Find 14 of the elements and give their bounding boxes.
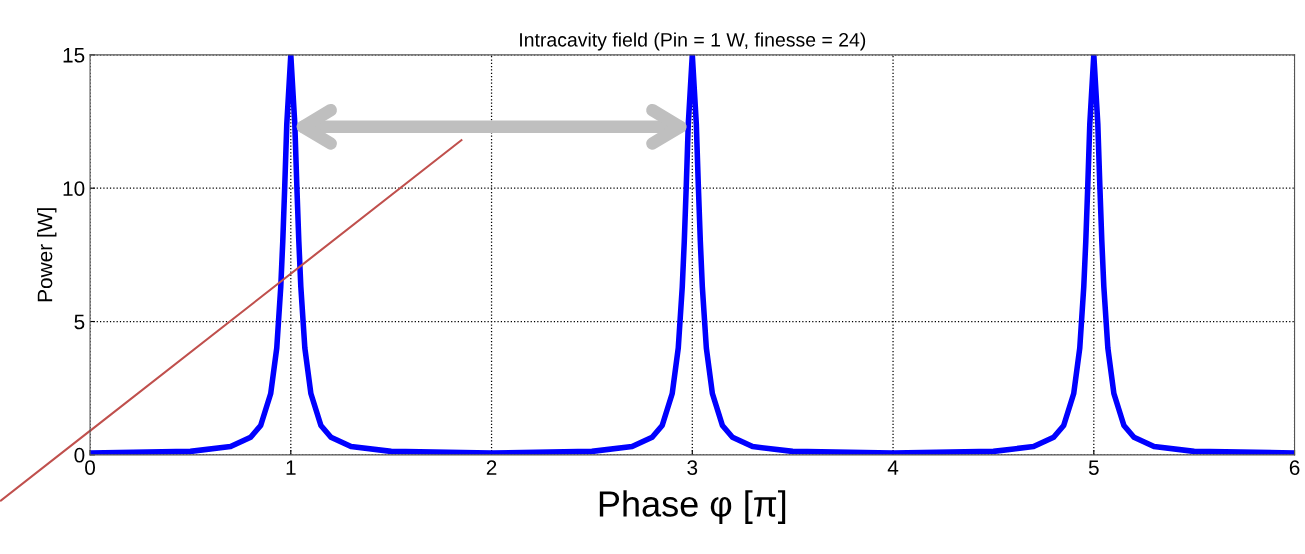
x-axis-title: Phase φ [π] bbox=[599, 490, 786, 524]
y-tick-label: 0 bbox=[74, 447, 85, 463]
x-tick-label: 5 bbox=[1088, 460, 1099, 475]
x-tick-label: 4 bbox=[887, 460, 899, 475]
x-tick-label: 0 bbox=[85, 460, 96, 475]
y-tick-label: 5 bbox=[74, 314, 85, 330]
x-tick-label: 2 bbox=[486, 460, 497, 475]
y-tick-label: 10 bbox=[63, 181, 85, 196]
x-tick-label: 1 bbox=[286, 460, 296, 475]
chart-title: Intracavity field (Pin = 1 W, finesse = 24) bbox=[520, 32, 866, 51]
x-tick-label: 6 bbox=[1289, 460, 1300, 475]
y-tick-label: 15 bbox=[63, 48, 85, 63]
x-tick-label: 3 bbox=[687, 460, 698, 475]
y-axis-title: Power [W] bbox=[37, 208, 57, 302]
